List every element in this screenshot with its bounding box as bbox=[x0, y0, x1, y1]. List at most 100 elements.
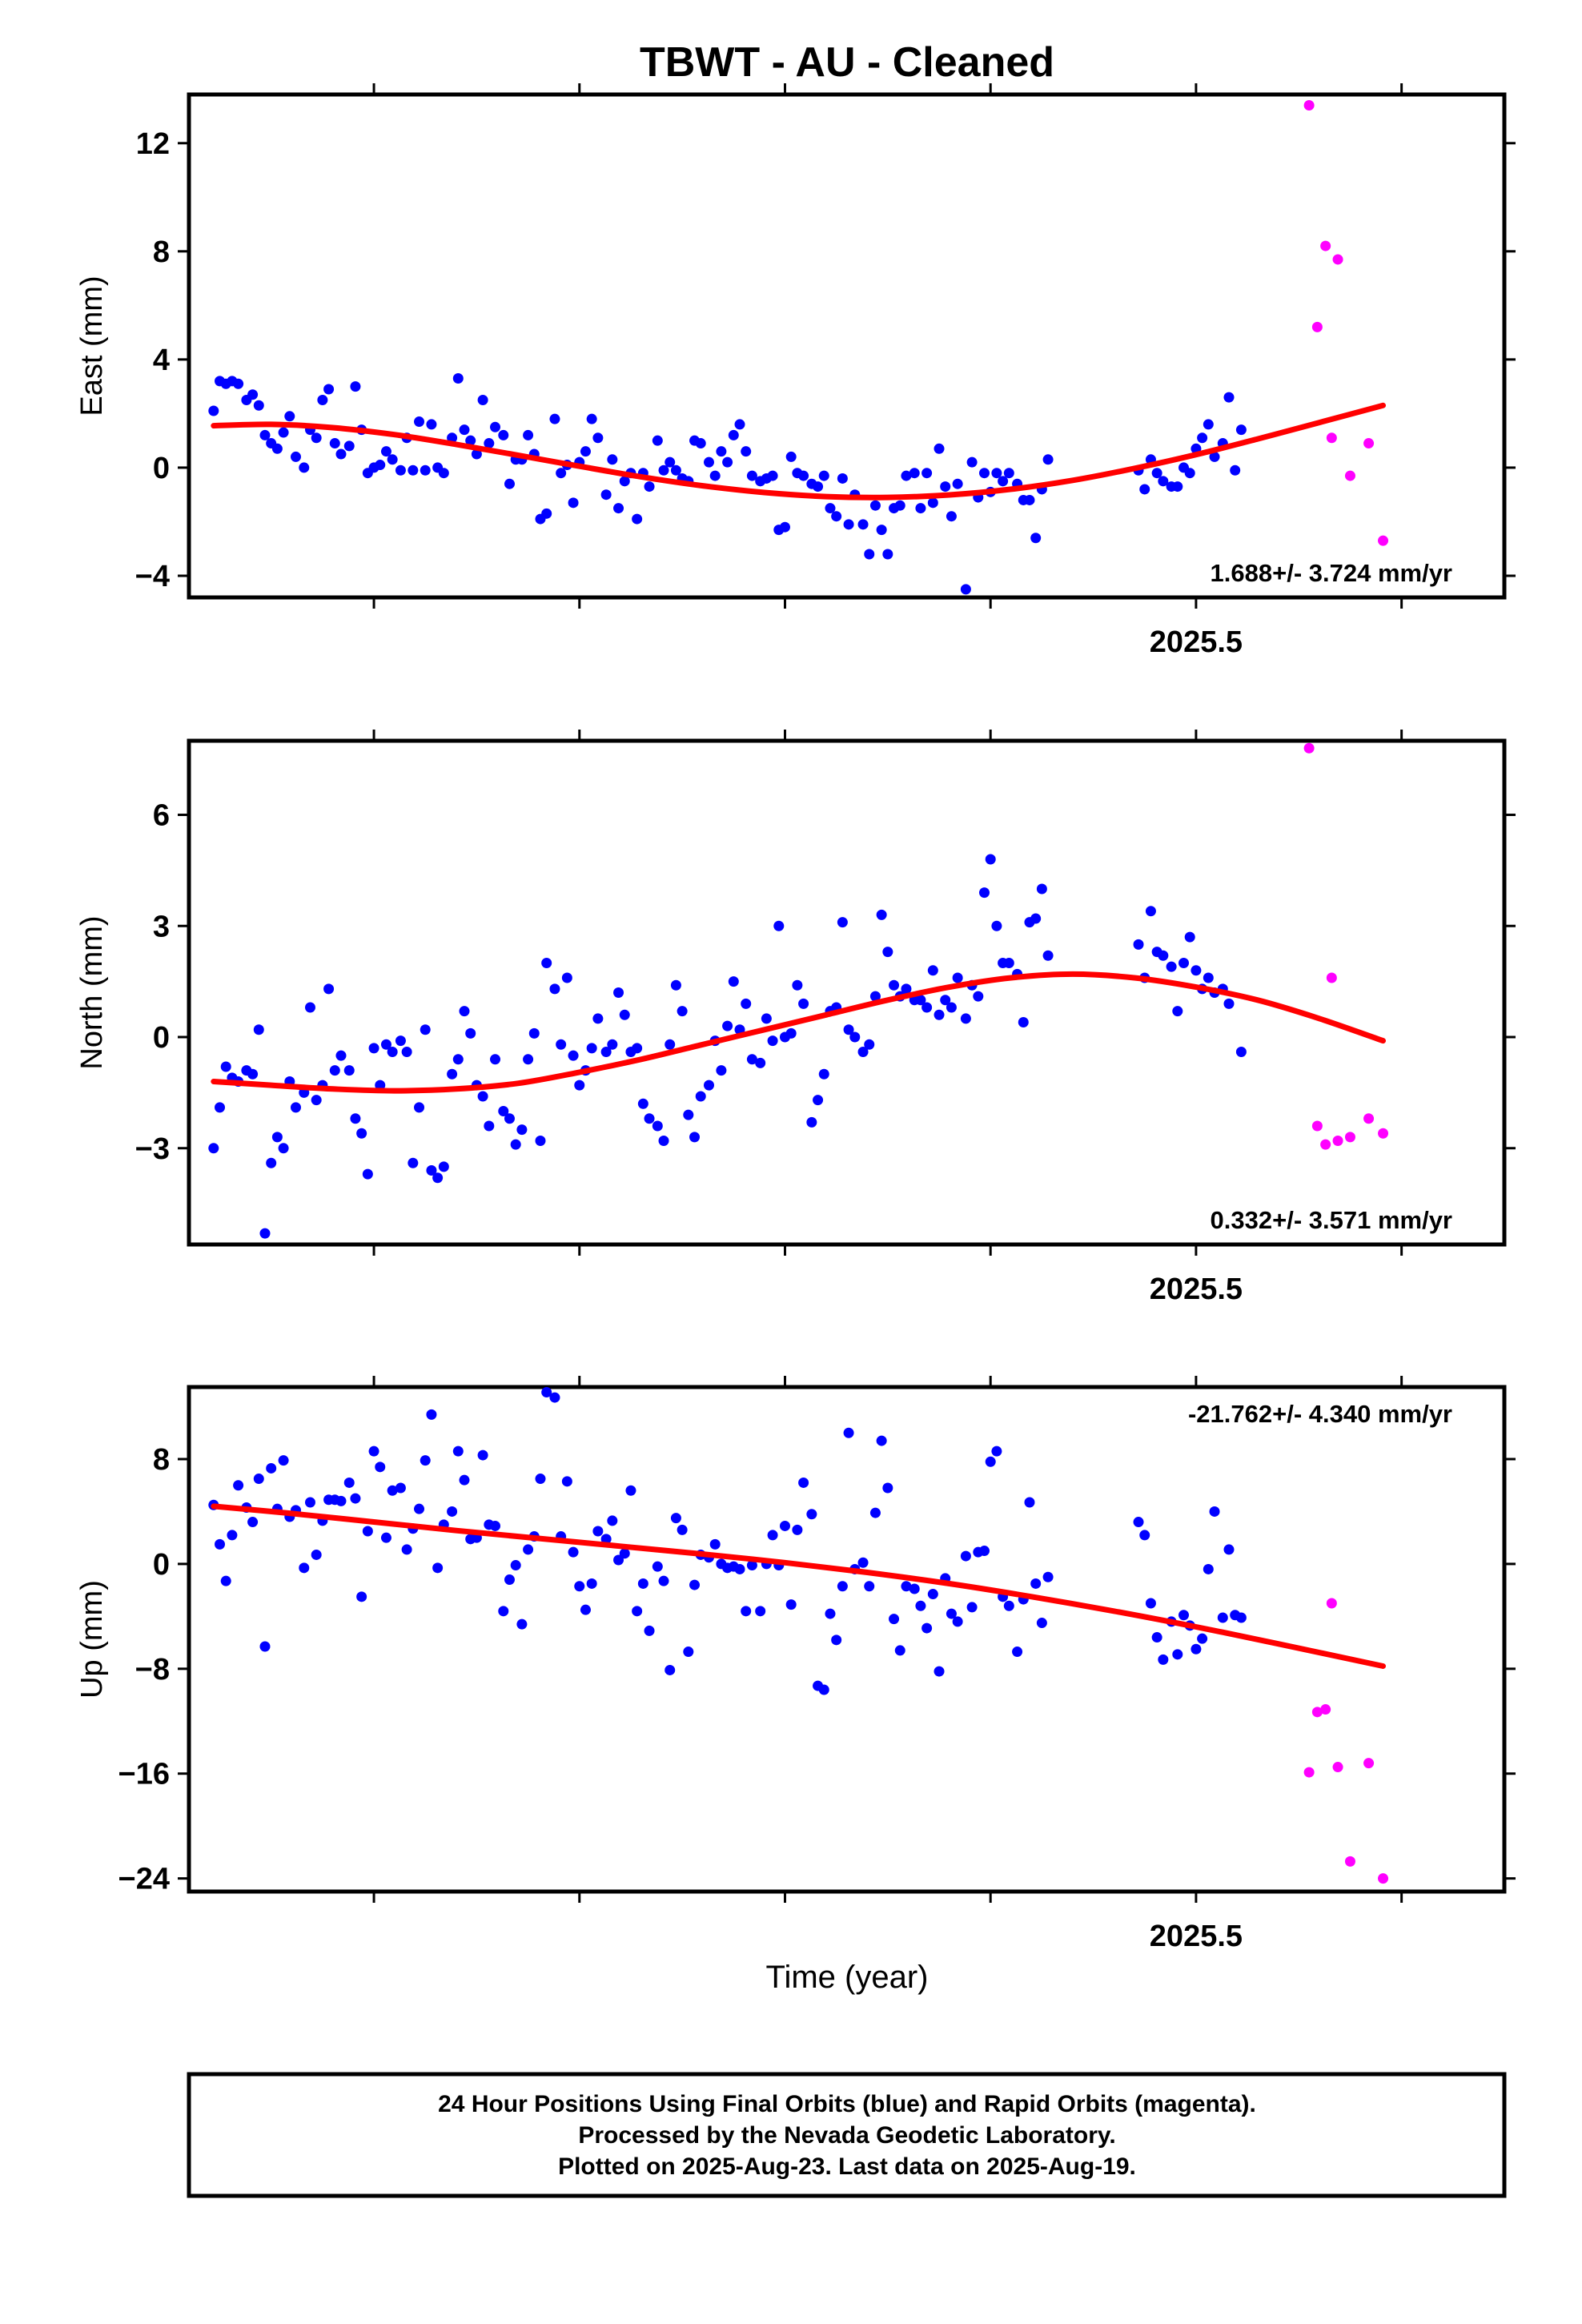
north-final-orbit-point bbox=[683, 1109, 694, 1120]
up-final-orbit-point bbox=[1012, 1647, 1023, 1658]
east-final-orbit-point bbox=[619, 476, 630, 487]
up-final-orbit-point bbox=[362, 1526, 373, 1537]
east-final-orbit-point bbox=[857, 519, 869, 530]
north-final-orbit-point bbox=[952, 972, 963, 983]
north-final-orbit-point bbox=[857, 1047, 869, 1057]
north-rapid-orbit-point bbox=[1332, 1136, 1343, 1146]
north-final-orbit-point bbox=[215, 1102, 226, 1113]
north-final-orbit-point bbox=[746, 1054, 757, 1065]
east-final-orbit-point bbox=[253, 400, 264, 411]
east-final-orbit-point bbox=[299, 462, 310, 473]
east-final-orbit-point bbox=[882, 549, 893, 560]
up-final-orbit-point bbox=[1203, 1563, 1214, 1574]
north-final-orbit-point bbox=[613, 987, 624, 998]
up-final-orbit-point bbox=[1223, 1544, 1235, 1555]
north-final-orbit-point bbox=[452, 1054, 464, 1065]
east-final-orbit-point bbox=[665, 456, 676, 468]
north-final-orbit-point bbox=[311, 1095, 322, 1106]
north-final-orbit-point bbox=[1191, 965, 1202, 976]
east-final-orbit-point bbox=[825, 503, 836, 514]
up-final-orbit-point bbox=[1042, 1571, 1054, 1582]
up-final-orbit-point bbox=[561, 1476, 572, 1487]
east-plot-frame bbox=[187, 92, 1507, 600]
north-final-orbit-point bbox=[528, 1027, 540, 1039]
north-final-orbit-point bbox=[985, 854, 996, 865]
up-final-orbit-point bbox=[1217, 1612, 1228, 1623]
north-final-orbit-point bbox=[785, 1027, 797, 1039]
up-final-orbit-point bbox=[304, 1497, 315, 1508]
north-final-orbit-point bbox=[323, 983, 335, 995]
north-final-orbit-point bbox=[946, 1002, 957, 1013]
north-final-orbit-point bbox=[459, 1006, 470, 1017]
up-final-orbit-point bbox=[985, 1456, 996, 1467]
north-final-orbit-point bbox=[1203, 972, 1214, 983]
up-final-orbit-point bbox=[1178, 1610, 1190, 1621]
up-final-orbit-point bbox=[516, 1618, 528, 1630]
up-final-orbit-point bbox=[253, 1474, 264, 1485]
footer-box bbox=[187, 2072, 1507, 2198]
up-final-orbit-point bbox=[613, 1554, 624, 1566]
up-rapid-orbit-point bbox=[1326, 1598, 1337, 1609]
north-final-orbit-point bbox=[362, 1168, 373, 1180]
up-y-tick-label: 8 bbox=[153, 1443, 170, 1477]
up-final-orbit-point bbox=[779, 1520, 790, 1531]
east-final-orbit-point bbox=[734, 419, 745, 430]
north-final-orbit-point bbox=[665, 1039, 676, 1050]
north-final-orbit-point bbox=[1018, 1017, 1029, 1027]
north-final-orbit-point bbox=[869, 991, 881, 1002]
north-final-orbit-point bbox=[335, 1050, 347, 1061]
up-final-orbit-point bbox=[568, 1546, 579, 1558]
up-final-orbit-point bbox=[1030, 1578, 1042, 1589]
east-final-orbit-point bbox=[670, 464, 681, 476]
east-final-orbit-point bbox=[813, 481, 824, 493]
north-final-orbit-point bbox=[253, 1024, 264, 1035]
north-final-orbit-point bbox=[356, 1128, 367, 1139]
north-final-orbit-point bbox=[1158, 950, 1169, 961]
east-final-orbit-point bbox=[477, 395, 488, 406]
north-final-orbit-point bbox=[644, 1113, 655, 1124]
east-final-orbit-point bbox=[741, 446, 752, 457]
east-final-orbit-point bbox=[798, 470, 809, 481]
north-final-orbit-point bbox=[652, 1120, 663, 1132]
east-final-orbit-point bbox=[921, 468, 933, 479]
north-final-orbit-point bbox=[420, 1024, 431, 1035]
up-final-orbit-point bbox=[921, 1622, 933, 1634]
up-final-orbit-point bbox=[523, 1544, 534, 1555]
up-final-orbit-point bbox=[266, 1462, 277, 1474]
up-final-orbit-point bbox=[420, 1455, 431, 1466]
north-rapid-orbit-point bbox=[1320, 1139, 1331, 1150]
north-rapid-orbit-point bbox=[1378, 1128, 1389, 1139]
up-final-orbit-point bbox=[375, 1462, 386, 1473]
north-final-orbit-point bbox=[266, 1157, 277, 1168]
north-marks bbox=[208, 742, 1389, 1239]
east-final-orbit-point bbox=[592, 432, 604, 444]
north-final-orbit-point bbox=[940, 995, 951, 1006]
east-rapid-orbit-point bbox=[1378, 535, 1389, 546]
east-final-orbit-point bbox=[722, 456, 733, 468]
north-final-orbit-point bbox=[247, 1068, 259, 1080]
north-final-orbit-point bbox=[1030, 913, 1042, 924]
north-plot-frame bbox=[187, 738, 1507, 1247]
north-final-orbit-point bbox=[619, 1009, 630, 1020]
up-final-orbit-point bbox=[869, 1507, 881, 1518]
east-final-orbit-point bbox=[927, 497, 938, 509]
east-final-orbit-point bbox=[523, 429, 534, 440]
east-final-orbit-point bbox=[695, 438, 706, 449]
up-final-orbit-point bbox=[689, 1579, 701, 1590]
north-final-orbit-point bbox=[755, 1057, 766, 1068]
up-final-orbit-point bbox=[755, 1606, 766, 1617]
up-final-orbit-point bbox=[632, 1606, 643, 1617]
footer-line-2: Processed by the Nevada Geodetic Laborat… bbox=[578, 2122, 1115, 2149]
east-final-orbit-point bbox=[580, 446, 591, 457]
north-final-orbit-point bbox=[813, 1095, 824, 1106]
east-final-orbit-point bbox=[767, 470, 778, 481]
north-rate-annotation: 0.332+/- 3.571 mm/yr bbox=[1211, 1206, 1452, 1234]
up-final-orbit-point bbox=[658, 1575, 669, 1586]
north-final-orbit-point bbox=[882, 947, 893, 958]
east-final-orbit-point bbox=[1184, 468, 1195, 479]
up-final-orbit-point bbox=[1139, 1530, 1150, 1541]
up-final-orbit-point bbox=[767, 1530, 778, 1541]
up-fit-curve bbox=[211, 1503, 1386, 1669]
east-final-orbit-point bbox=[607, 454, 618, 465]
east-final-orbit-point bbox=[1003, 468, 1014, 479]
